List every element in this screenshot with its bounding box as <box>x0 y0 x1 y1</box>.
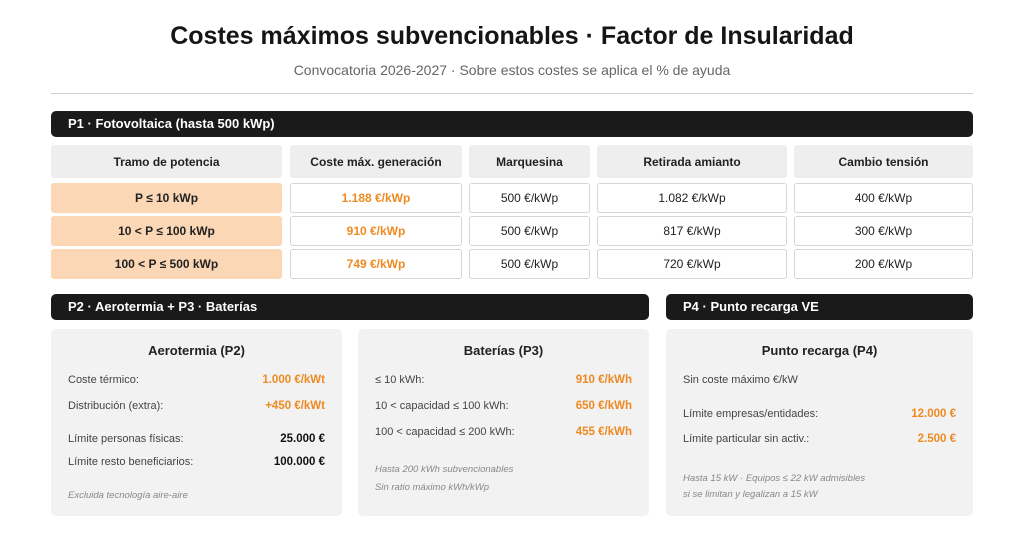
cost-value: 910 €/kWh <box>575 374 632 386</box>
cost-row: 10 < capacidad ≤ 100 kWh: 650 €/kWh <box>375 400 632 412</box>
table-header-tramo: Tramo de potencia <box>51 145 282 178</box>
table-cell-tramo: P ≤ 10 kWp <box>51 183 282 213</box>
cost-label: 100 < capacidad ≤ 200 kWh: <box>375 426 515 438</box>
table-header-tension: Cambio tensión <box>794 145 973 178</box>
info-row: Sin coste máximo €/kW <box>683 374 956 386</box>
table-cell-tramo: 100 < P ≤ 500 kWp <box>51 249 282 279</box>
header-divider <box>51 93 973 94</box>
table-cell-marquesina: 500 €/kWp <box>469 249 590 279</box>
limit-row: Límite resto beneficiarios: 100.000 € <box>68 456 325 468</box>
section-bar-p4: P4 · Punto recarga VE <box>666 294 973 320</box>
cost-row: ≤ 10 kWh: 910 €/kWh <box>375 374 632 386</box>
card-title: Punto recarga (P4) <box>761 343 878 358</box>
card-title: Baterías (P3) <box>463 343 544 358</box>
limit-label: Límite personas físicas: <box>68 433 184 445</box>
cost-value: 650 €/kWh <box>575 400 632 412</box>
table-cell-marquesina: 500 €/kWp <box>469 216 590 246</box>
page-subtitle: Convocatoria 2026-2027 · Sobre estos cos… <box>293 62 731 78</box>
table-cell-amianto: 1.082 €/kWp <box>597 183 787 213</box>
table-cell-amianto: 720 €/kWp <box>597 249 787 279</box>
table-cell-tension: 400 €/kWp <box>794 183 973 213</box>
table-cell-coste: 749 €/kWp <box>290 249 462 279</box>
card-aerotermia: Aerotermia (P2) Coste térmico: 1.000 €/k… <box>51 329 342 516</box>
table-cell-amianto: 817 €/kWp <box>597 216 787 246</box>
table-header-amianto: Retirada amianto <box>597 145 787 178</box>
table-cell-tension: 300 €/kWp <box>794 216 973 246</box>
cost-value: +450 €/kWt <box>265 400 325 412</box>
table-cell-marquesina: 500 €/kWp <box>469 183 590 213</box>
cost-label: Coste térmico: <box>68 374 139 386</box>
table-header-marquesina: Marquesina <box>469 145 590 178</box>
limit-label: Límite resto beneficiarios: <box>68 456 194 468</box>
limit-value: 12.000 € <box>911 408 956 420</box>
table-header-coste: Coste máx. generación <box>290 145 462 178</box>
limit-label: Límite empresas/entidades: <box>683 408 819 420</box>
card-note: Excluida tecnología aire-aire <box>68 490 188 501</box>
cost-label: 10 < capacidad ≤ 100 kWh: <box>375 400 509 412</box>
limit-row: Límite particular sin activ.: 2.500 € <box>683 433 956 445</box>
section-bar-p2-p3: P2 · Aerotermia + P3 · Baterías <box>51 294 649 320</box>
cost-row: 100 < capacidad ≤ 200 kWh: 455 €/kWh <box>375 426 632 438</box>
card-note: Hasta 200 kWh subvencionables <box>375 464 514 475</box>
limit-label: Límite particular sin activ.: <box>683 433 810 445</box>
info-text: Sin coste máximo €/kW <box>683 374 798 386</box>
table-cell-coste: 910 €/kWp <box>290 216 462 246</box>
section-bar-p1: P1 · Fotovoltaica (hasta 500 kWp) <box>51 111 973 137</box>
card-title: Aerotermia (P2) <box>148 343 245 358</box>
limit-row: Límite personas físicas: 25.000 € <box>68 433 325 445</box>
table-cell-coste: 1.188 €/kWp <box>290 183 462 213</box>
cost-value: 1.000 €/kWt <box>262 374 325 386</box>
table-cell-tramo: 10 < P ≤ 100 kWp <box>51 216 282 246</box>
card-punto-recarga: Punto recarga (P4) Sin coste máximo €/kW… <box>666 329 973 516</box>
cost-value: 455 €/kWh <box>575 426 632 438</box>
limit-value: 2.500 € <box>917 433 956 445</box>
cost-row: Distribución (extra): +450 €/kWt <box>68 400 325 412</box>
card-baterias: Baterías (P3) ≤ 10 kWh: 910 €/kWh 10 < c… <box>358 329 649 516</box>
card-note: si se limitan y legalizan a 15 kW <box>683 489 818 500</box>
limit-value: 100.000 € <box>273 456 325 468</box>
cost-label: ≤ 10 kWh: <box>375 374 425 386</box>
table-cell-tension: 200 €/kWp <box>794 249 973 279</box>
cost-label: Distribución (extra): <box>68 400 164 412</box>
limit-value: 25.000 € <box>280 433 325 445</box>
cost-row: Coste térmico: 1.000 €/kWt <box>68 374 325 386</box>
card-note: Sin ratio máximo kWh/kWp <box>375 482 490 493</box>
page-title: Costes máximos subvencionables · Factor … <box>170 22 854 50</box>
card-note: Hasta 15 kW · Equipos ≤ 22 kW admisibles <box>683 473 866 484</box>
limit-row: Límite empresas/entidades: 12.000 € <box>683 408 956 420</box>
